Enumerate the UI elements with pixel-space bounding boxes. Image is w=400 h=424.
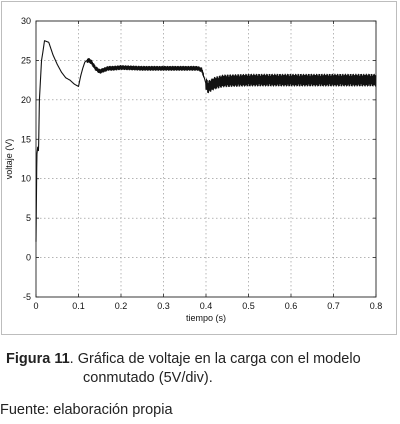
x-tick-label: 0.3	[157, 301, 170, 311]
voltage-series-line	[35, 40, 377, 242]
x-tick-label: 0	[33, 301, 38, 311]
x-tick-label: 0.7	[327, 301, 340, 311]
y-tick-label: 30	[21, 16, 31, 26]
y-tick-label: 20	[21, 95, 31, 105]
y-tick-label: 25	[21, 55, 31, 65]
x-tick-label: 0.5	[242, 301, 255, 311]
x-tick-label: 0.1	[72, 301, 85, 311]
figure-caption: Figura 11. Gráfica de voltaje en la carg…	[6, 350, 398, 388]
voltage-chart: 0 0.1 0.2 0.3 0.4 0.5 0.6 0.7 0.8-5051015202530 …	[4, 16, 382, 323]
caption-separator: .	[69, 351, 78, 367]
x-tick-label: 0.8	[370, 301, 383, 311]
caption-text-line2: conmutado (5V/div).	[83, 370, 213, 386]
y-tick-label: 15	[21, 134, 31, 144]
x-tick-label: 0.2	[115, 301, 128, 311]
x-tick-label: 0.4	[200, 301, 213, 311]
y-tick-label: 0	[26, 253, 31, 263]
figure-source: Fuente: elaboración propia	[0, 402, 173, 418]
grid-lines	[36, 21, 376, 297]
y-axis-label: voltaje (V)	[4, 139, 14, 180]
x-tick-label: 0.6	[285, 301, 298, 311]
y-tick-label: -5	[23, 292, 31, 302]
caption-text-line1: Gráfica de voltaje en la carga con el mo…	[77, 351, 361, 367]
figure-frame: 0 0.1 0.2 0.3 0.4 0.5 0.6 0.7 0.8 -5 0 5 10 15 20 25 30 …	[1, 1, 397, 335]
x-axis-label: tiempo (s)	[186, 313, 226, 323]
y-tick-label: 10	[21, 174, 31, 184]
y-tick-label: 5	[26, 213, 31, 223]
caption-label: Figura 11	[6, 351, 70, 367]
